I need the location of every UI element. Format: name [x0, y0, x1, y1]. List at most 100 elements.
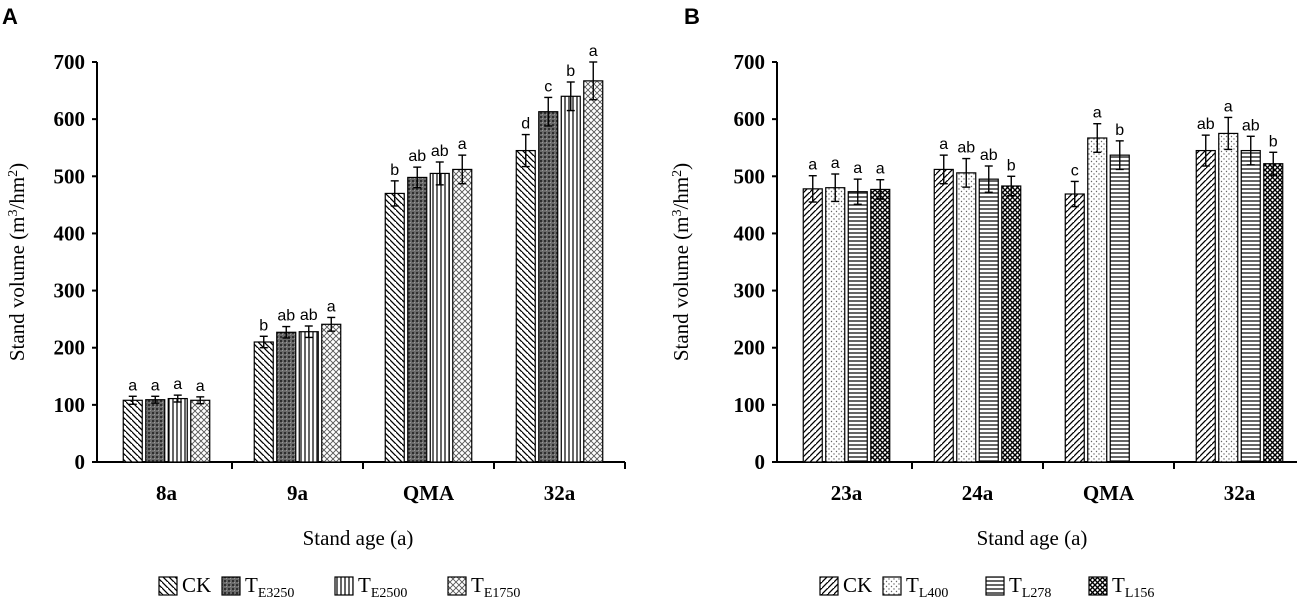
significance-letter: b [1007, 157, 1016, 174]
significance-letter: a [327, 298, 336, 315]
significance-letter: b [1269, 133, 1278, 150]
bar-tl278-24a [978, 178, 999, 463]
panel-letter: B [684, 4, 700, 29]
y-tick-label: 500 [54, 164, 86, 188]
significance-letter: ab [1197, 116, 1215, 133]
bar-te3250-9a [276, 331, 297, 463]
bar-te1750-32a [583, 80, 604, 463]
legend-swatch [985, 576, 1005, 596]
bar-te2500-9a [298, 331, 319, 463]
legend-label: TL156 [1112, 573, 1154, 601]
y-tick-label: 600 [734, 107, 766, 131]
significance-letter: ab [980, 147, 998, 164]
significance-letter: ab [300, 307, 318, 324]
legend-label: TE2500 [358, 573, 407, 601]
bar-tl156-32a [1263, 163, 1284, 463]
legend-item-te2500: TE2500 [334, 573, 407, 601]
chart-panel-a: A 0 100 200 300 400 500 600 700 8a 9a QMA 32a Stand v… [2, 4, 626, 601]
bar-tl156-24a [1001, 185, 1022, 463]
bar-tl400-qma [1087, 137, 1108, 463]
legend-item-tl400: TL400 [882, 573, 948, 601]
y-tick-label: 700 [54, 50, 86, 74]
bar-ck-23a [802, 188, 823, 463]
significance-letter: a [831, 155, 840, 172]
significance-letter: a [151, 377, 160, 394]
significance-letter: ab [277, 308, 295, 325]
bar-tl400-24a [956, 172, 977, 463]
bar-ck-8a [122, 399, 143, 463]
legend-item-te3250: TE3250 [221, 573, 294, 601]
x-tick-label: 32a [1224, 481, 1256, 505]
bar-tl278-23a [847, 191, 868, 463]
legend-label: TE3250 [245, 573, 294, 601]
legend-item-ck: CK [819, 573, 872, 597]
y-tick-label: 700 [734, 50, 766, 74]
y-tick-label: 200 [54, 336, 86, 360]
x-tick-label: 24a [962, 481, 994, 505]
x-tick-label: 32a [544, 481, 576, 505]
x-axis-title: Stand age (a) [977, 526, 1088, 550]
y-axis-title: Stand volume (m3/hm2) [669, 163, 693, 361]
bar-tl400-32a [1218, 132, 1239, 463]
bar-te1750-8a [190, 399, 211, 463]
significance-letter: a [808, 157, 817, 174]
legend-label: TE1750 [471, 573, 520, 601]
significance-letter: a [853, 160, 862, 177]
legend-label: CK [843, 573, 872, 597]
bar-te3250-32a [538, 111, 559, 463]
y-tick-label: 0 [755, 450, 766, 474]
panel-letter: A [2, 4, 18, 29]
x-tick-label: QMA [1083, 481, 1135, 505]
legend-swatch [819, 576, 839, 596]
significance-letter: ab [1242, 117, 1260, 134]
bar-te2500-8a [167, 397, 188, 463]
significance-letter: a [876, 161, 885, 178]
bar-ck-32a [1195, 149, 1216, 463]
bar-te2500-qma [429, 172, 450, 463]
significance-letter: b [566, 63, 575, 80]
significance-letter: ab [408, 148, 426, 165]
significance-letter: a [458, 136, 467, 153]
legend-swatch [882, 576, 902, 596]
legend-swatch [158, 576, 178, 596]
significance-letter: a [196, 378, 205, 395]
significance-letter: ab [957, 140, 975, 157]
significance-letter: a [589, 43, 598, 60]
y-tick-label: 300 [54, 279, 86, 303]
significance-letter: a [173, 376, 182, 393]
legend-swatch [221, 576, 241, 596]
y-tick-label: 0 [75, 450, 86, 474]
significance-letter: c [544, 78, 552, 95]
bar-te2500-32a [560, 95, 581, 463]
bar-ck-qma [1064, 193, 1085, 463]
bar-ck-32a [515, 149, 536, 463]
y-tick-label: 100 [734, 393, 766, 417]
bar-tl156-23a [870, 188, 891, 463]
legend-label: TL278 [1009, 573, 1051, 601]
bar-ck-24a [933, 168, 954, 463]
significance-letter: b [390, 162, 399, 179]
y-tick-label: 200 [734, 336, 766, 360]
significance-letter: a [939, 136, 948, 153]
legend-swatch [334, 576, 354, 596]
bar-tl278-32a [1240, 149, 1261, 463]
significance-letter: b [1115, 122, 1124, 139]
y-tick-label: 400 [734, 221, 766, 245]
legend-swatch [447, 576, 467, 596]
y-axis-title: Stand volume (m3/hm2) [5, 163, 29, 361]
x-tick-label: 23a [831, 481, 863, 505]
chart-panel-b: B 0 100 200 300 400 500 600 700 23a 24a QMA 32a Stand… [669, 4, 1297, 601]
y-tick-label: 400 [54, 221, 86, 245]
y-tick-label: 600 [54, 107, 86, 131]
bar-tl278-qma [1109, 154, 1130, 463]
x-tick-label: 9a [287, 481, 309, 505]
significance-letter: d [521, 116, 530, 133]
y-tick-label: 500 [734, 164, 766, 188]
significance-letter: a [128, 377, 137, 394]
bar-te1750-qma [452, 168, 473, 463]
significance-letter: c [1071, 162, 1079, 179]
y-tick-label: 300 [734, 279, 766, 303]
bar-te3250-8a [145, 399, 166, 463]
x-tick-label: 8a [156, 481, 178, 505]
